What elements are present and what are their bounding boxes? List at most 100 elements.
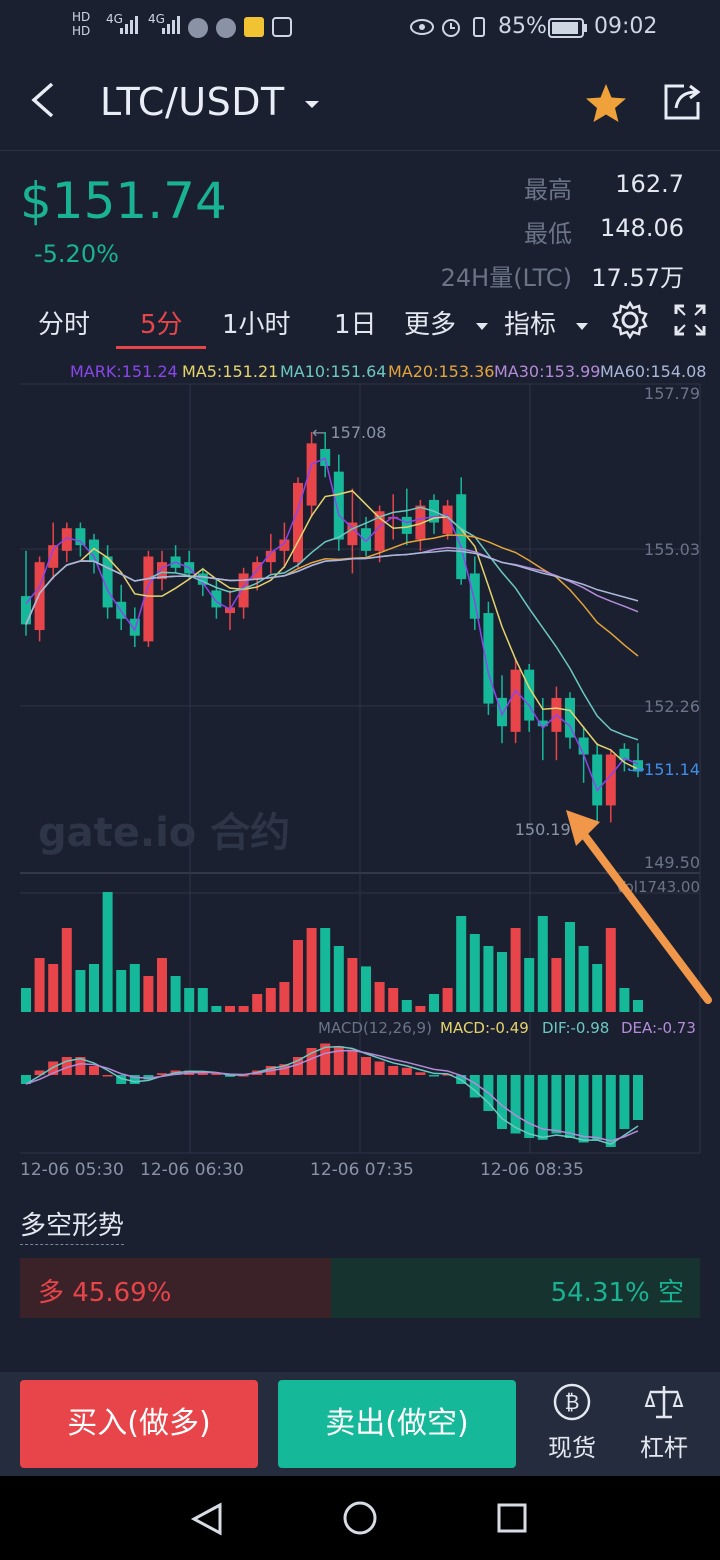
macd-bar (429, 1075, 439, 1077)
fullscreen-icon[interactable] (672, 302, 708, 338)
macd-bar (293, 1057, 303, 1075)
volume-bar (429, 994, 439, 1012)
volume-bar (116, 970, 127, 1012)
macd-bar (633, 1075, 643, 1120)
candle-body (75, 528, 86, 546)
volume-bar (483, 946, 494, 1012)
volume-bar (75, 970, 86, 1012)
hd-icon: HD HD (72, 10, 91, 38)
low-value: 148.06 (600, 214, 684, 242)
eye-icon (410, 19, 434, 35)
volume-bar (497, 952, 507, 1012)
buy-long-button[interactable]: 买入(做多) (20, 1380, 258, 1468)
pair-title: LTC/USDT (100, 80, 285, 124)
candle-body (157, 562, 167, 580)
volume-bar (456, 916, 467, 1012)
volume-bar (102, 892, 113, 1012)
system-nav-bar (0, 1476, 720, 1560)
tab-1day[interactable]: 1日 (334, 310, 377, 340)
tab-active-indicator (116, 346, 206, 349)
candle-body (565, 697, 575, 738)
time-axis-label: 12-06 07:35 (310, 1160, 414, 1180)
volume-label: Vol1743.00 (616, 878, 700, 896)
macd-bar (143, 1075, 154, 1080)
nav-back-icon[interactable] (190, 1502, 224, 1536)
volume-bar (510, 928, 521, 1012)
volume-bar (605, 928, 616, 1012)
share-icon[interactable] (660, 80, 704, 124)
volume-bar (633, 1000, 643, 1012)
leverage-label: 杠杆 (640, 1434, 688, 1462)
macd-bar (34, 1070, 45, 1075)
volume-bar (333, 946, 344, 1012)
macd-bar (361, 1057, 371, 1075)
macd-bar (388, 1066, 399, 1075)
back-arrow-icon[interactable] (28, 80, 58, 120)
tab-5min[interactable]: 5分 (140, 310, 183, 340)
macd-legend-label: MACD:-0.49 (440, 1019, 529, 1037)
volume-bar (129, 964, 140, 1012)
macd-bar (333, 1046, 344, 1075)
volume-bar (225, 1006, 235, 1012)
signal-icon (120, 16, 138, 34)
volume-bar (361, 966, 371, 1012)
sell-short-button[interactable]: 卖出(做空) (278, 1380, 516, 1468)
candle-body (279, 539, 290, 551)
candle-body (333, 471, 344, 540)
high-value: 162.7 (615, 170, 684, 198)
candle-body (592, 754, 603, 806)
tab-timeline[interactable]: 分时 (38, 310, 91, 340)
candle-body (524, 669, 535, 721)
candle-body (469, 573, 480, 619)
volume-bars (21, 892, 643, 1012)
macd-legend-label: MACD(12,26,9) (318, 1019, 432, 1037)
nav-recents-icon[interactable] (496, 1502, 528, 1534)
candle-body (61, 528, 72, 551)
volume-bar (401, 1000, 412, 1012)
macd-bar (619, 1075, 630, 1129)
candle-body (143, 556, 154, 642)
candle-body (48, 545, 59, 568)
caret-down-icon (476, 323, 489, 330)
macd-bar (129, 1075, 140, 1084)
volume-bar (347, 958, 358, 1012)
volume-bar (279, 982, 290, 1012)
vibrate-icon (473, 17, 485, 37)
pair-selector[interactable]: LTC/USDT (100, 80, 321, 124)
long-short-title: 多空形势 (20, 1205, 125, 1245)
volume-bar (143, 976, 154, 1012)
leverage-button[interactable]: 杠杆 (624, 1382, 704, 1463)
volume-bar (34, 958, 45, 1012)
macd-bar (116, 1075, 127, 1084)
tab-indicators[interactable]: 指标 (504, 304, 590, 341)
app-notification-icon (188, 18, 208, 38)
long-ratio-label: 多 45.69% (38, 1278, 172, 1308)
macd-bar (89, 1066, 99, 1075)
macd-bar (497, 1075, 507, 1129)
volume-bar (265, 988, 276, 1012)
candle-body (415, 505, 426, 540)
header (0, 56, 720, 151)
tab-more[interactable]: 更多 (404, 304, 490, 341)
volume-bar (252, 994, 263, 1012)
nav-home-icon[interactable] (342, 1500, 378, 1536)
tab-1hour[interactable]: 1小时 (222, 310, 291, 340)
last-price: $151.74 (20, 172, 227, 230)
candle-body (483, 613, 494, 704)
candle-body (578, 737, 589, 755)
volume-bar (524, 958, 535, 1012)
volume-bar (89, 964, 99, 1012)
spot-button[interactable]: ₿ 现货 (532, 1382, 612, 1463)
candle-body (537, 720, 548, 727)
star-icon[interactable] (584, 82, 628, 124)
volume-bar (592, 964, 603, 1012)
macd-bar (592, 1075, 603, 1140)
caret-down-icon (576, 323, 589, 330)
candlesticks (21, 432, 643, 823)
macd-bar (320, 1043, 331, 1075)
volume-bar (551, 958, 562, 1012)
gear-icon[interactable] (610, 300, 650, 340)
candle-body (238, 573, 249, 608)
